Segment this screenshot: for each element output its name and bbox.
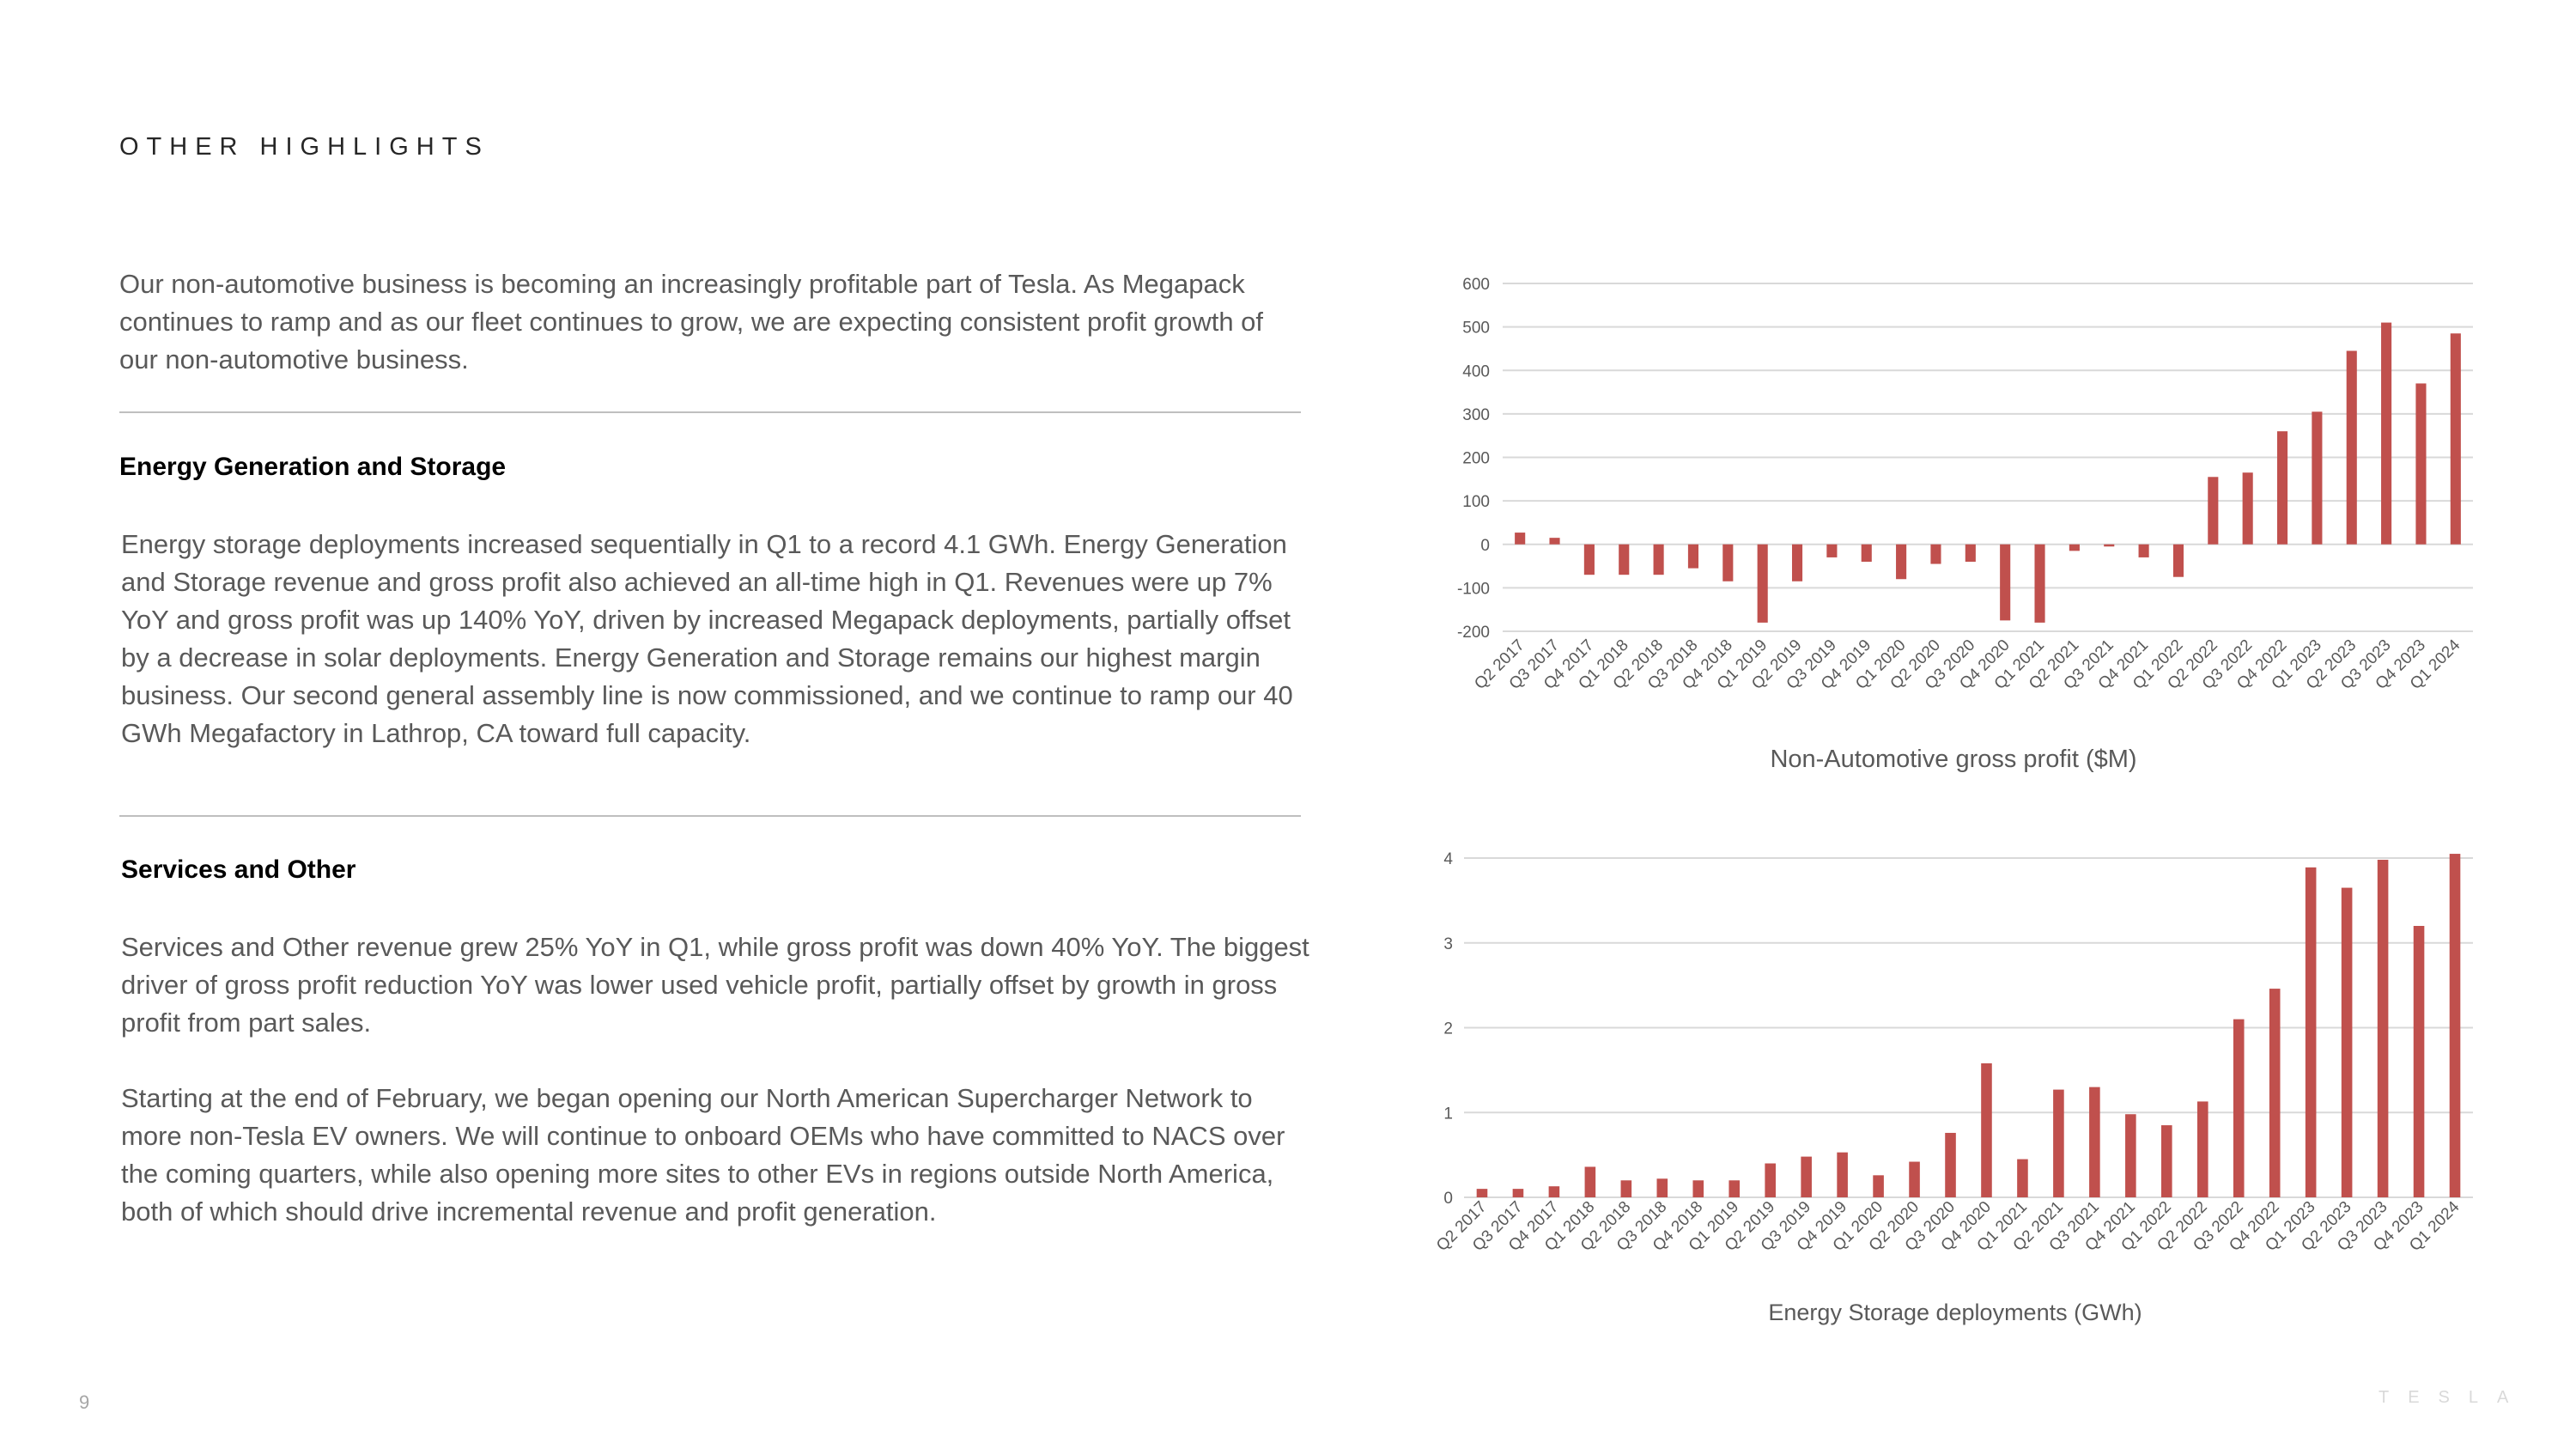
y-tick-label: 4 (1443, 850, 1453, 868)
y-tick-label: -100 (1457, 580, 1490, 598)
bar (2242, 472, 2253, 545)
chart-title: Energy Storage deployments (GWh) (1768, 1300, 2142, 1325)
bar (1728, 1180, 1741, 1197)
bar (1873, 1175, 1884, 1197)
page-title: OTHER HIGHLIGHTS (119, 133, 489, 161)
bar (1653, 544, 1664, 575)
bar (1757, 544, 1768, 623)
bar (1515, 533, 1526, 545)
section-text: Energy storage deployments increased seq… (121, 529, 1293, 748)
divider (119, 411, 1301, 413)
bar (2305, 867, 2317, 1197)
bar (1722, 544, 1734, 581)
bar (1791, 544, 1803, 581)
y-tick-label: 3 (1443, 935, 1453, 953)
y-tick-label: 100 (1462, 493, 1490, 511)
bar (1548, 1186, 1560, 1197)
bar (2172, 544, 2184, 577)
intro-text: Our non-automotive business is becoming … (119, 269, 1264, 374)
chart-title: Non-Automotive gross profit ($M) (1770, 746, 2136, 773)
divider (119, 815, 1301, 817)
bar (1549, 538, 1560, 545)
bar (2312, 411, 2323, 545)
bar (1945, 1132, 1956, 1197)
bar (1861, 544, 1872, 562)
bar (1909, 1161, 1920, 1197)
bar (1583, 544, 1595, 575)
bar (2089, 1087, 2100, 1197)
bar (2341, 887, 2353, 1197)
bar (1584, 1166, 1596, 1197)
y-tick-label: 1 (1443, 1105, 1453, 1123)
bar (2138, 544, 2149, 557)
bar (1801, 1156, 1812, 1197)
page-number: 9 (79, 1391, 90, 1413)
section-heading: Services and Other (121, 855, 356, 884)
bar (2017, 1159, 2028, 1197)
section-heading: Energy Generation and Storage (119, 453, 507, 481)
bar (2346, 350, 2357, 545)
bar (1512, 1189, 1524, 1197)
logo: TESLA (2379, 1388, 2528, 1407)
bar (2196, 1101, 2208, 1197)
y-tick-label: 2 (1443, 1020, 1453, 1038)
bar (2053, 1089, 2064, 1197)
bar (2034, 544, 2045, 623)
y-tick-label: 0 (1480, 537, 1490, 555)
y-tick-label: 400 (1462, 362, 1490, 381)
bar (2208, 477, 2219, 545)
bar (2000, 544, 2011, 621)
bar (2276, 431, 2288, 545)
section-text: Starting at the end of February, we bega… (121, 1083, 1285, 1227)
bar (2104, 544, 2115, 547)
bar (1765, 1163, 1776, 1197)
bar (2125, 1114, 2136, 1197)
bar (2233, 1019, 2245, 1197)
bar (1837, 1152, 1848, 1197)
bar (1476, 1189, 1488, 1197)
section-text: Services and Other revenue grew 25% YoY … (121, 932, 1309, 1038)
bar (2069, 544, 2080, 551)
y-tick-label: 600 (1462, 276, 1490, 294)
y-tick-label: 300 (1462, 406, 1490, 424)
bar (2413, 926, 2425, 1197)
bar (2450, 333, 2461, 545)
y-tick-label: -200 (1457, 624, 1490, 642)
bar (1692, 1180, 1704, 1197)
bar (1620, 1180, 1632, 1197)
bar (2269, 989, 2281, 1197)
y-tick-label: 200 (1462, 450, 1490, 468)
bar (1896, 544, 1907, 580)
y-tick-label: 0 (1443, 1190, 1453, 1208)
bar (2381, 322, 2392, 545)
bar (1656, 1178, 1668, 1197)
bar (1826, 544, 1838, 557)
bar (2377, 859, 2389, 1197)
bar (1965, 544, 1976, 562)
bar (1687, 544, 1699, 569)
bar (1930, 544, 1941, 564)
y-tick-label: 500 (1462, 320, 1490, 338)
bar (2449, 854, 2461, 1197)
bar (2415, 383, 2427, 545)
bar (1619, 544, 1630, 575)
bar (2161, 1125, 2172, 1197)
bar (1981, 1062, 1992, 1197)
